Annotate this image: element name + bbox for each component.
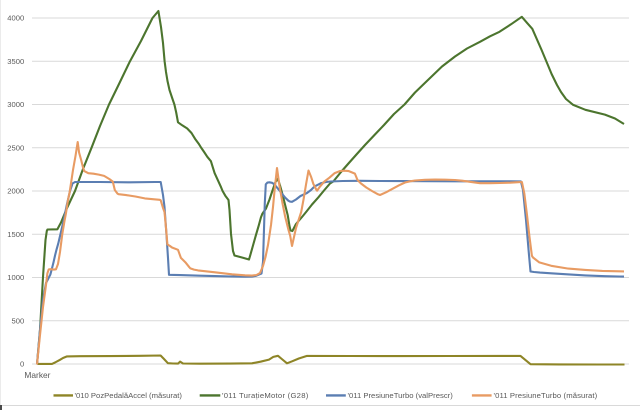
svg-text:0: 0 [20,360,24,369]
svg-text:3000: 3000 [7,100,24,109]
svg-text:Marker: Marker [24,370,50,380]
svg-text:4000: 4000 [7,14,24,23]
svg-text:2500: 2500 [7,143,24,152]
svg-text:500: 500 [12,316,25,325]
svg-text:3500: 3500 [7,57,24,66]
svg-text:'011 PresiuneTurbo (măsurat): '011 PresiuneTurbo (măsurat) [494,391,598,400]
svg-text:'010 PozPedalăAccel (măsurat): '010 PozPedalăAccel (măsurat) [75,391,183,400]
svg-text:1000: 1000 [7,273,24,282]
svg-text:'011 TurațieMotor (G28): '011 TurațieMotor (G28) [222,391,309,400]
svg-text:2000: 2000 [7,187,24,196]
svg-text:1500: 1500 [7,230,24,239]
svg-text:'011 PresiuneTurbo (valPrescr): '011 PresiuneTurbo (valPrescr) [348,391,454,400]
